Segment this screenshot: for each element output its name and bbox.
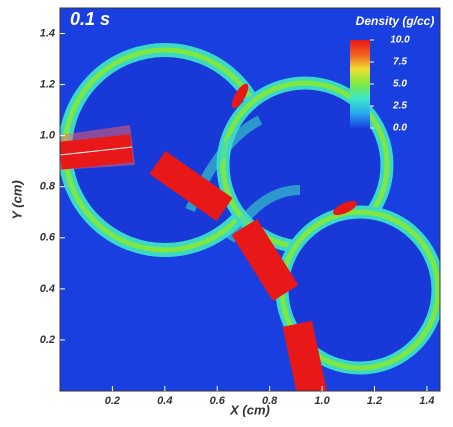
colorbar-tick-label: 2.5	[392, 101, 407, 112]
x-tick-label: 0.6	[210, 395, 226, 407]
colorbar-tick-label: 10.0	[390, 35, 410, 46]
y-tick-label: 0.2	[40, 334, 55, 346]
x-tick-label: 0.8	[262, 395, 278, 407]
x-tick-label: 0.4	[157, 395, 172, 407]
x-tick-label: 1.2	[367, 395, 382, 407]
x-tick-label: 1.4	[419, 395, 434, 407]
colorbar-tick-label: 7.5	[393, 57, 407, 68]
y-tick-label: 0.8	[40, 181, 56, 193]
colorbar-tick-label: 0.0	[393, 123, 407, 134]
x-axis-label: X (cm)	[229, 402, 270, 417]
colorbar	[350, 40, 370, 128]
y-axis-label: Y (cm)	[9, 180, 24, 220]
x-tick-label: 1.0	[314, 395, 330, 407]
time-label: 0.1 s	[70, 9, 110, 29]
y-tick-label: 1.0	[40, 130, 56, 142]
y-tick-label: 1.2	[40, 79, 55, 91]
colorbar-label: Density (g/cc)	[356, 14, 435, 28]
colorbar-tick-label: 5.0	[393, 79, 407, 90]
density-field	[60, 43, 440, 391]
plot-frame	[59, 7, 441, 392]
y-tick-label: 1.4	[40, 27, 55, 39]
x-tick-label: 0.2	[105, 395, 120, 407]
y-tick-label: 0.6	[40, 232, 56, 244]
y-tick-label: 0.4	[40, 283, 55, 295]
